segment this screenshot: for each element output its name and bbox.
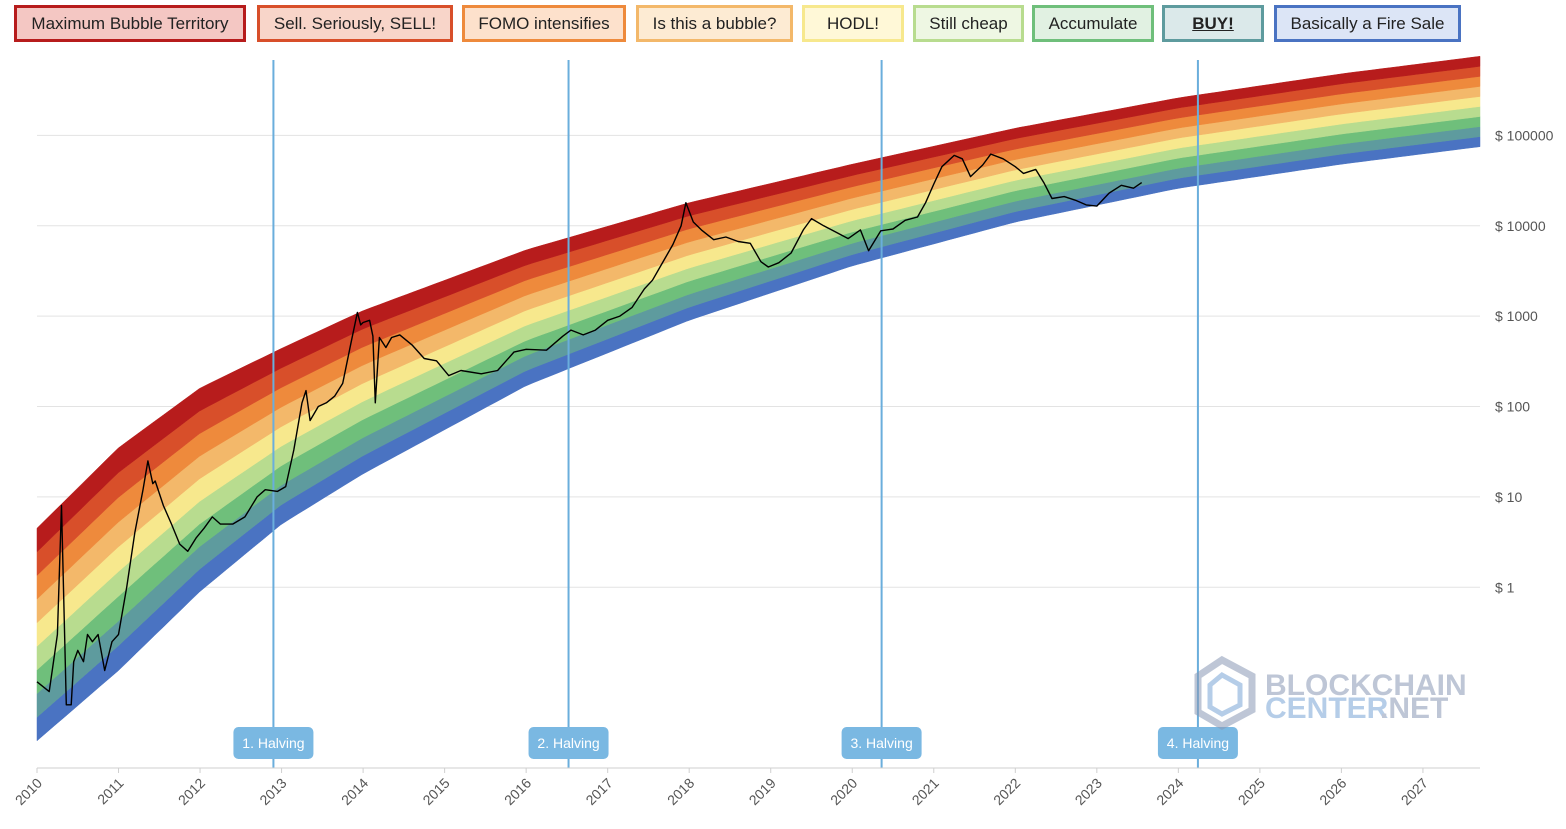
legend-button-7[interactable]: Accumulate	[1032, 5, 1154, 42]
legend-button-9[interactable]: Basically a Fire Sale	[1274, 5, 1461, 42]
rainbow-bands	[36, 56, 1481, 742]
legend-button-label: Sell. Seriously, SELL!	[273, 13, 437, 33]
y-tick-label: $ 1	[1495, 579, 1515, 595]
logo-text-line3: .NET	[1380, 692, 1448, 725]
logo-cube-inner-icon	[1207, 671, 1243, 717]
legend-button-5[interactable]: HODL!	[802, 5, 904, 42]
y-tick-label: $ 10000	[1495, 218, 1546, 234]
x-tick-label: 2019	[746, 775, 779, 808]
y-tick-label: $ 1000	[1495, 308, 1538, 324]
legend-button-label: Maximum Bubble Territory	[31, 13, 229, 33]
legend-button-6[interactable]: Still cheap	[913, 5, 1024, 42]
legend-button-1[interactable]: Maximum Bubble Territory	[14, 5, 246, 42]
legend-button-label: HODL!	[827, 13, 879, 33]
x-tick-label: 2012	[175, 775, 208, 808]
x-tick-label: 2010	[12, 775, 45, 808]
halving-label: 1. Halving	[242, 735, 304, 751]
x-tick-label: 2024	[1153, 775, 1186, 808]
x-tick-label: 2018	[664, 775, 697, 808]
halving-label-box	[841, 727, 922, 759]
x-tick-label: 2021	[909, 775, 942, 808]
x-tick-label: 2023	[1072, 775, 1105, 808]
halving-label: 3. Halving	[850, 735, 912, 751]
legend-button-label: Accumulate	[1048, 13, 1138, 33]
legend-button-label: Is this a bubble?	[652, 13, 777, 33]
x-axis: 2010 2011 2012 2013 2014 2015 2016 2017 2018 2019…	[12, 768, 1431, 808]
x-tick-label: 2016	[501, 775, 534, 808]
halving-label: 4. Halving	[1167, 735, 1229, 751]
y-tick-label: $ 100	[1495, 399, 1530, 415]
logo-text-line1: BLOCKCHAIN	[1265, 669, 1467, 702]
halvings: 1. Halving 2. Halving 3. Halving 4. Halving	[233, 60, 1238, 768]
legend-button-8[interactable]: BUY!	[1162, 5, 1264, 42]
x-tick-label: 2026	[1316, 775, 1349, 808]
halving-label-box	[528, 727, 609, 759]
halving-label-box	[1157, 727, 1238, 759]
logo-cube-icon	[1194, 655, 1256, 731]
x-tick-label: 2020	[827, 775, 860, 808]
x-tick-label: 2027	[1398, 775, 1431, 808]
y-tick-label: $ 100000	[1495, 127, 1554, 143]
legend-button-2[interactable]: Sell. Seriously, SELL!	[257, 5, 453, 42]
x-tick-label: 2025	[1235, 775, 1268, 808]
price-line	[36, 153, 1143, 706]
legend-button-label: FOMO intensifies	[478, 13, 610, 33]
legend-button-label: BUY!	[1192, 13, 1234, 33]
legend-button-label: Still cheap	[929, 13, 1008, 33]
x-tick-label: 2017	[582, 775, 615, 808]
x-tick-label: 2015	[419, 775, 452, 808]
x-tick-label: 2022	[990, 775, 1023, 808]
y-tick-label: $ 10	[1495, 489, 1522, 505]
halving-label-box	[233, 727, 314, 759]
legend-button-3[interactable]: FOMO intensifies	[462, 5, 626, 42]
halving-label: 2. Halving	[537, 735, 599, 751]
x-tick-label: 2011	[94, 775, 127, 808]
band-maximum-bubble-territory	[36, 56, 1481, 553]
legend-button-4[interactable]: Is this a bubble?	[636, 5, 793, 42]
x-tick-label: 2014	[338, 775, 371, 808]
x-tick-label: 2013	[256, 775, 289, 808]
legend-button-label: Basically a Fire Sale	[1290, 13, 1445, 33]
logo-text-line2: CENTER	[1265, 692, 1389, 725]
